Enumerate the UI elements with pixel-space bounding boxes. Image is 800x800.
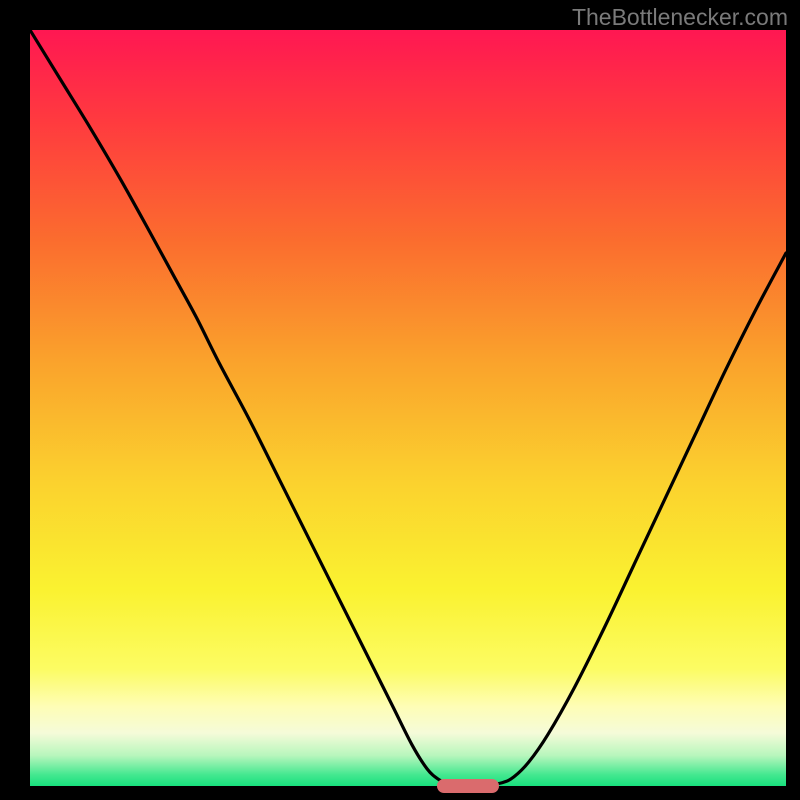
chart-container: TheBottlenecker.com xyxy=(0,0,800,800)
plot-area xyxy=(30,30,786,786)
watermark-text: TheBottlenecker.com xyxy=(572,4,788,31)
bottleneck-curve xyxy=(30,30,786,786)
optimal-marker xyxy=(437,779,499,793)
